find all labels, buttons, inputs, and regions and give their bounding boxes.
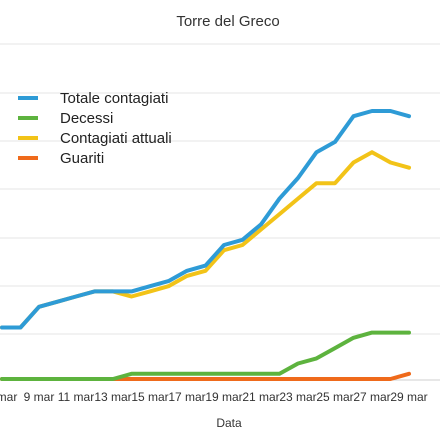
x-axis-label: Data [216, 416, 242, 430]
x-tick-label: 11 mar [58, 390, 94, 404]
x-tick-label: 7 mar [0, 390, 17, 404]
x-tick-label: 23 mar [279, 390, 316, 404]
legend-label: Decessi [60, 110, 113, 127]
x-tick-label: 25 mar [316, 390, 353, 404]
x-tick-label: 9 mar [24, 390, 55, 404]
x-tick-label: 13 mar [94, 390, 131, 404]
x-tick-label: 21 mar [242, 390, 279, 404]
series-line-totale-contagiati [0, 109, 411, 330]
x-tick-label: 19 mar [205, 390, 242, 404]
legend-label: Contagiati attuali [60, 130, 172, 147]
x-tick-label: 27 mar [353, 390, 390, 404]
chart-title: Torre del Greco [176, 13, 279, 30]
x-tick-label: 29 mar [390, 390, 427, 404]
legend-label: Totale contagiati [60, 90, 168, 107]
grid-lines [0, 43, 440, 381]
x-tick-label: 17 mar [168, 390, 205, 404]
x-tick-label: 15 mar [131, 390, 168, 404]
series-lines [0, 109, 411, 381]
legend-label: Guariti [60, 150, 104, 167]
legend: Totale contagiati Decessi Contagiati attua… [18, 90, 172, 167]
series-line-decessi [0, 330, 411, 381]
